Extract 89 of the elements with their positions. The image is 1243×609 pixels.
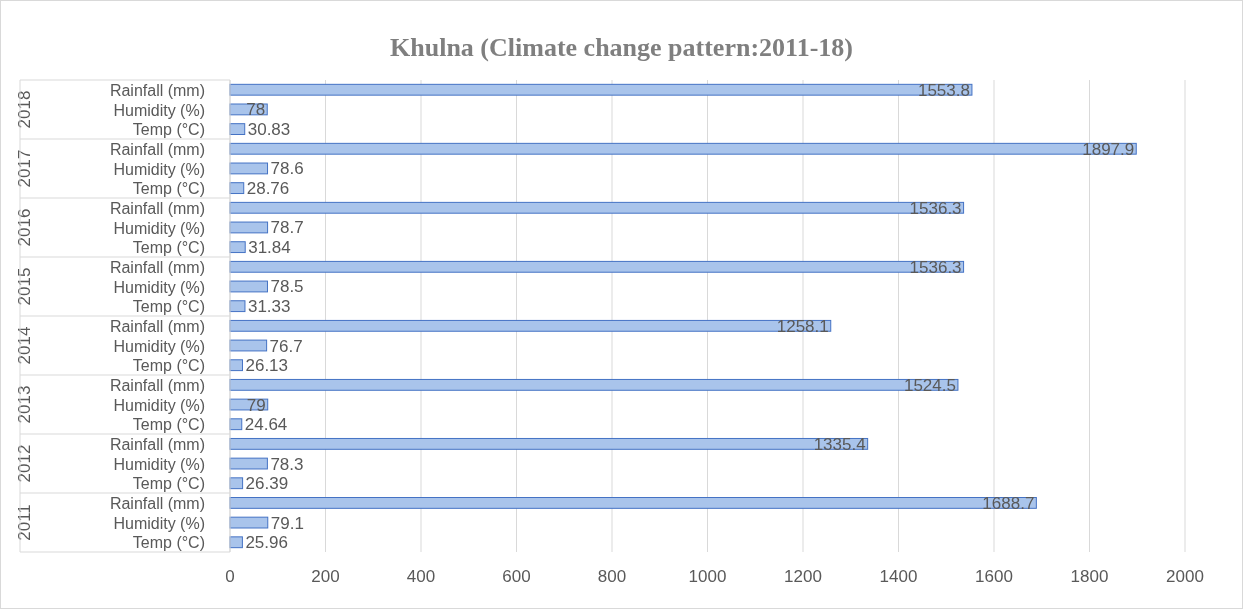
y-tick-label: Temp (°C) (132, 239, 205, 257)
y-tick-label: Temp (°C) (132, 180, 205, 198)
bar (229, 300, 246, 313)
text: 2013 (15, 385, 34, 424)
y-tick-label: Rainfall (mm) (109, 199, 205, 217)
bar (229, 457, 268, 470)
bar (229, 477, 244, 490)
bar (229, 260, 965, 273)
x-tick-label: 1800 (1070, 567, 1109, 586)
bar (229, 497, 1037, 509)
y-tick-label: Rainfall (mm) (109, 258, 205, 276)
bar (229, 339, 268, 352)
bar (229, 378, 959, 391)
data-label: 1536.3 (909, 257, 962, 277)
y-tick-label: Rainfall (mm) (109, 81, 205, 99)
text: 2016 (15, 208, 34, 247)
y-tick-label: Rainfall (mm) (109, 435, 205, 453)
data-label: 78.6 (270, 159, 304, 179)
y-tick-label: Temp (°C) (132, 534, 205, 552)
data-label: 1688.7 (982, 493, 1035, 513)
bar (229, 359, 243, 372)
y-tick-label: Temp (°C) (132, 475, 205, 493)
x-tick-label: 600 (502, 567, 531, 586)
y-tick-label: Humidity (%) (113, 160, 205, 178)
bar (229, 201, 965, 214)
bar (229, 241, 246, 254)
y-tick-label: Temp (°C) (132, 121, 205, 139)
data-label: 78 (246, 100, 266, 120)
data-label: 24.64 (244, 415, 288, 435)
data-label: 1897.9 (1082, 139, 1135, 159)
y-tick-label: Humidity (%) (113, 455, 205, 473)
x-tick-label: 800 (597, 567, 627, 586)
y-tick-label: Humidity (%) (113, 514, 205, 532)
data-label: 78.7 (270, 218, 304, 238)
y-tick-label: Rainfall (mm) (109, 494, 205, 512)
bar (229, 142, 1137, 155)
bar (229, 123, 246, 135)
y-tick-label: Temp (°C) (132, 298, 205, 316)
data-label: 26.39 (245, 474, 289, 494)
data-label: 78.5 (270, 277, 304, 297)
data-label: 1258.1 (776, 316, 829, 336)
data-label: 1536.3 (909, 198, 962, 218)
data-label: 79 (246, 395, 266, 415)
data-label: 26.13 (245, 356, 289, 376)
data-label: 79.1 (270, 513, 304, 533)
y-tick-label: Humidity (%) (113, 101, 205, 119)
y-tick-label: Humidity (%) (113, 337, 205, 355)
x-tick-label: 1600 (975, 567, 1013, 586)
text: 2014 (15, 326, 34, 365)
y-tick-label: Humidity (%) (113, 219, 205, 237)
bar (229, 221, 269, 234)
data-label: 30.83 (247, 120, 291, 140)
text: 2012 (15, 444, 34, 483)
bar (229, 182, 245, 195)
x-tick-label: 2000 (1166, 567, 1204, 586)
y-tick-label: Humidity (%) (113, 278, 205, 296)
data-label: 31.84 (248, 238, 291, 258)
data-label: 76.7 (269, 336, 303, 356)
bar (229, 516, 269, 529)
data-label: 1335.4 (813, 434, 866, 454)
data-label: 28.76 (246, 179, 290, 199)
y-tick-label: Temp (°C) (132, 416, 205, 434)
bar (229, 319, 832, 332)
y-tick-label: Rainfall (mm) (109, 140, 205, 158)
chart-title: Khulna (Climate change pattern:2011-18) (390, 33, 853, 62)
x-tick-label: 400 (406, 567, 436, 586)
bar (229, 280, 268, 293)
data-label: 31.33 (247, 297, 291, 317)
data-label: 1553.8 (917, 80, 970, 100)
bar (229, 437, 869, 450)
x-tick-label: 1400 (879, 567, 918, 586)
bar (229, 536, 243, 549)
x-tick-label: 200 (311, 567, 340, 586)
x-tick-label: 1000 (688, 567, 727, 586)
data-label: 1524.5 (903, 375, 956, 395)
bar (229, 83, 973, 96)
data-label: 25.96 (245, 533, 288, 553)
text: 2011 (15, 504, 34, 541)
y-tick-label: Rainfall (mm) (109, 317, 205, 335)
y-tick-label: Humidity (%) (113, 396, 205, 414)
text: 2018 (15, 90, 34, 129)
bar (229, 162, 269, 175)
text: 2017 (15, 149, 34, 188)
x-tick-label: 0 (225, 567, 235, 586)
y-tick-label: Temp (°C) (132, 357, 205, 375)
data-label: 78.3 (270, 454, 304, 474)
text: 2015 (15, 267, 34, 306)
x-tick-label: 1200 (784, 567, 822, 586)
y-tick-label: Rainfall (mm) (109, 376, 205, 394)
